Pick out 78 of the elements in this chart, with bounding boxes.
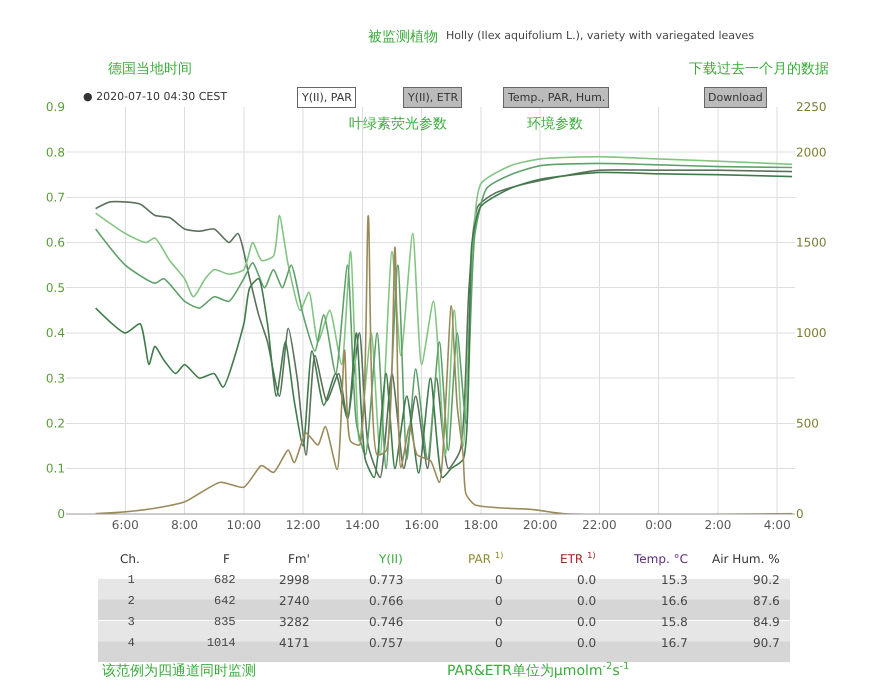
text: ETR $^{1)}$ xyxy=(560,550,596,566)
text: 下载过去一个月的数据 xyxy=(689,61,829,77)
annotation: 环境参数 xyxy=(527,116,583,132)
y-tick-label: 0.7 xyxy=(46,190,65,205)
y2-tick-label: 0 xyxy=(796,506,804,521)
text: F xyxy=(223,552,230,566)
text: 87.6 xyxy=(753,594,780,608)
text: 16.7 xyxy=(661,636,688,650)
x-tick-label: 18:00 xyxy=(464,518,498,532)
x-tick-label: 8:00 xyxy=(171,518,198,532)
text: 4171 xyxy=(279,636,310,650)
chart-subtitle: Holly (Ilex aquifolium L.), variety with variegated leaves xyxy=(446,29,754,42)
text: Ch. xyxy=(120,552,140,566)
x-tick-label: 0:00 xyxy=(645,518,672,532)
text: 90.7 xyxy=(753,636,780,650)
x-tick-label: 14:00 xyxy=(345,518,380,532)
y-tick-label: 0.3 xyxy=(46,371,65,386)
text: 4 1014 xyxy=(128,636,236,650)
y-tick-label: 0.5 xyxy=(46,280,65,295)
text: 2 642 xyxy=(128,594,236,608)
text: 2740 xyxy=(279,594,310,608)
x-tick-label: 2:00 xyxy=(704,518,732,532)
text: Y(II), ETR xyxy=(407,91,458,104)
text: PAR $^{1)}$ xyxy=(468,550,504,566)
text: 3 835 xyxy=(128,615,236,629)
annotation: 叶绿素荧光参数 xyxy=(349,116,447,132)
text: Download xyxy=(708,91,763,104)
text: Y(II), PAR xyxy=(301,91,352,104)
text: Fm' xyxy=(288,552,310,566)
text: 3282 xyxy=(279,615,310,629)
text: 0.0 xyxy=(577,615,596,629)
text: 0.766 xyxy=(369,594,404,608)
text: 15.8 xyxy=(661,615,688,629)
x-tick-label: 6:00 xyxy=(112,518,139,532)
text: 90.2 xyxy=(753,573,780,587)
y2-tick-label: 500 xyxy=(796,416,819,430)
x-tick-label: 4:00 xyxy=(764,518,791,532)
text: 该范例为四通道同时监测 xyxy=(102,663,256,679)
text: 2998 xyxy=(279,573,310,587)
chart-title: 被监测植物 xyxy=(368,29,438,45)
y-tick-label: 0.2 xyxy=(46,416,65,430)
y2-tick-label: 1500 xyxy=(796,236,827,250)
text: Y(II) xyxy=(378,552,403,566)
text: ● 2020-07-10 04:30 CEST xyxy=(83,90,228,103)
y-tick-label: 0.9 xyxy=(46,100,65,114)
text: PAR&ETR单位为μmolm$^{-2}$s$^{-1}$ xyxy=(447,661,630,679)
text: Air Hum. % xyxy=(712,552,780,566)
line-series xyxy=(94,214,793,514)
y-tick-label: 0.4 xyxy=(46,326,65,340)
text: 0.746 xyxy=(369,615,404,629)
text: 德国当地时间 xyxy=(108,61,192,77)
text: Temp., PAR, Hum. xyxy=(507,91,606,104)
x-tick-label: 22:00 xyxy=(582,518,617,532)
text: Temp. °C xyxy=(633,552,688,566)
text: 1 682 xyxy=(128,573,236,587)
y2-tick-label: 1000 xyxy=(796,326,827,340)
y-tick-label: 0 xyxy=(57,506,65,521)
x-tick-label: 16:00 xyxy=(404,518,439,532)
text: 0 xyxy=(495,636,503,650)
y2-tick-label: 2250 xyxy=(796,100,827,114)
y-tick-label: 0.1 xyxy=(46,462,65,476)
text: 0.0 xyxy=(577,594,596,608)
y-tick-label: 0.6 xyxy=(46,236,65,250)
x-tick-label: 20:00 xyxy=(522,518,558,532)
text: 0.0 xyxy=(577,573,596,587)
y2-tick-label: 2000 xyxy=(796,145,827,160)
text: 0.757 xyxy=(369,636,404,650)
text: 16.6 xyxy=(661,594,688,608)
text: 0 xyxy=(495,615,503,629)
y-tick-label: 0.8 xyxy=(46,145,65,160)
text: 0 xyxy=(495,573,503,587)
text: 0.773 xyxy=(369,573,404,587)
x-tick-label: 12:00 xyxy=(286,518,320,532)
text: 0.0 xyxy=(577,636,596,650)
x-tick-label: 10:00 xyxy=(226,518,262,532)
text: 84.9 xyxy=(753,615,780,629)
text: 0 xyxy=(495,594,503,608)
text: 15.3 xyxy=(661,573,688,587)
